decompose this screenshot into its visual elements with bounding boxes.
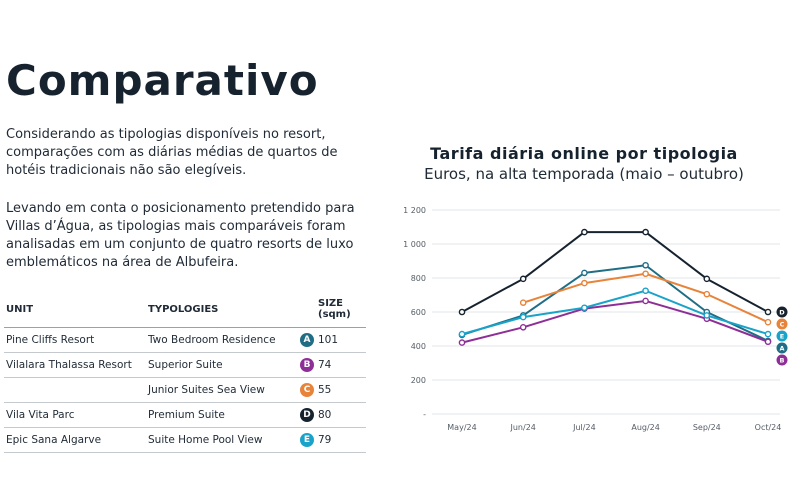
typology-badge: D: [300, 408, 314, 422]
y-tick-label: 600: [411, 308, 426, 317]
header-badge: [298, 292, 316, 328]
typology-badge: C: [300, 383, 314, 397]
data-point: [581, 304, 588, 312]
intro-paragraph: Considerando as tipologias disponíveis n…: [6, 127, 338, 178]
size-cell: 79: [316, 427, 366, 453]
series-line-d: [461, 231, 769, 313]
badge-cell: B: [298, 352, 316, 378]
table-row: Pine Cliffs Resort Two Bedroom Residence A…: [4, 327, 366, 353]
chart-subtitle: Euros, na alta temporada (maio – outubro…: [424, 165, 744, 183]
line-chart: - 200 400 600 800 1 000 1 200 May/24 Jun/24 Jul/2…: [403, 206, 788, 432]
series-line-e: [461, 289, 769, 336]
size-cell: 74: [316, 352, 366, 378]
badge-cell: E: [298, 427, 316, 453]
series-end-badge: [776, 330, 788, 342]
y-tick-label: 200: [411, 376, 426, 385]
typology-badge: E: [300, 433, 314, 447]
data-point: [642, 287, 649, 295]
data-point: [581, 228, 588, 236]
series-end-badge: [776, 342, 788, 354]
x-tick-label: Aug/24: [631, 423, 660, 432]
x-tick-label: Sep/24: [693, 423, 721, 432]
table-row: Epic Sana Algarve Suite Home Pool View E 79: [4, 427, 366, 453]
page-title: Comparativo: [6, 56, 319, 105]
series-end-badge: [776, 318, 788, 330]
typology-badge: A: [300, 333, 314, 347]
y-tick-label: 800: [411, 274, 426, 283]
series-end-label: D: [779, 308, 785, 316]
x-tick-label: Jul/24: [572, 423, 596, 432]
badge-cell: C: [298, 377, 316, 403]
data-point: [703, 290, 711, 298]
data-point: [764, 330, 772, 338]
series-line-a: [461, 264, 769, 342]
unit-cell: Pine Cliffs Resort: [4, 327, 146, 353]
header-unit: UNIT: [4, 292, 146, 328]
positioning-paragraph: Levando em conta o posicionamento preten…: [6, 201, 355, 270]
unit-cell: Epic Sana Algarve: [4, 427, 146, 453]
data-point: [519, 313, 527, 321]
data-point: [703, 275, 711, 283]
data-point: [642, 270, 649, 278]
series-end-label: B: [780, 356, 785, 364]
badge-cell: A: [298, 327, 316, 353]
table-row: Junior Suites Sea View C 55: [4, 377, 366, 403]
table-header-row: UNIT TYPOLOGIES SIZE (sqm): [4, 292, 366, 328]
series-end-label: E: [780, 332, 784, 340]
x-tick-label: Oct/24: [755, 423, 782, 432]
badge-cell: D: [298, 402, 316, 428]
data-point: [642, 261, 649, 269]
typology-cell: Two Bedroom Residence: [146, 327, 298, 353]
data-point: [764, 308, 772, 316]
series-end-label: A: [779, 344, 784, 352]
data-point: [519, 299, 527, 306]
typology-cell: Superior Suite: [146, 352, 298, 378]
y-tick-label: -: [423, 410, 426, 419]
table-row: Vila Vita Parc Premium Suite D 80: [4, 402, 366, 428]
data-point: [519, 275, 527, 283]
header-size: SIZE (sqm): [316, 292, 366, 328]
x-tick-label: May/24: [447, 423, 476, 432]
unit-cell: [4, 377, 146, 403]
typology-cell: Premium Suite: [146, 402, 298, 428]
header-typologies: TYPOLOGIES: [146, 292, 298, 328]
data-point: [458, 339, 466, 346]
typology-badge: B: [300, 358, 314, 372]
size-cell: 55: [316, 377, 366, 403]
chart-title: Tarifa diária online por tipologia: [430, 144, 738, 163]
table-row: Vilalara Thalassa Resort Superior Suite B 7…: [4, 352, 366, 378]
data-point: [642, 228, 649, 236]
typology-cell: Suite Home Pool View: [146, 427, 298, 453]
y-tick-label: 400: [411, 342, 426, 351]
size-cell: 80: [316, 402, 366, 428]
data-point: [581, 279, 588, 287]
data-point: [581, 269, 588, 277]
data-point: [764, 318, 772, 326]
series-end-badge: [776, 354, 788, 366]
size-cell: 101: [316, 327, 366, 353]
data-point: [703, 312, 711, 319]
unit-cell: Vila Vita Parc: [4, 402, 146, 428]
x-tick-label: Jun/24: [510, 423, 536, 432]
data-point: [458, 330, 466, 338]
unit-cell: Vilalara Thalassa Resort: [4, 352, 146, 378]
y-tick-label: 1 000: [403, 240, 426, 249]
data-point: [642, 297, 649, 305]
data-point: [519, 323, 527, 331]
units-table: UNIT TYPOLOGIES SIZE (sqm) Pine Cliffs R…: [4, 292, 366, 453]
typology-cell: Junior Suites Sea View: [146, 377, 298, 403]
data-point: [764, 338, 772, 346]
series-line-b: [461, 299, 769, 344]
y-tick-label: 1 200: [403, 206, 426, 215]
data-point: [458, 308, 466, 316]
series-end-badge: [776, 306, 788, 318]
series-end-label: C: [780, 320, 785, 328]
